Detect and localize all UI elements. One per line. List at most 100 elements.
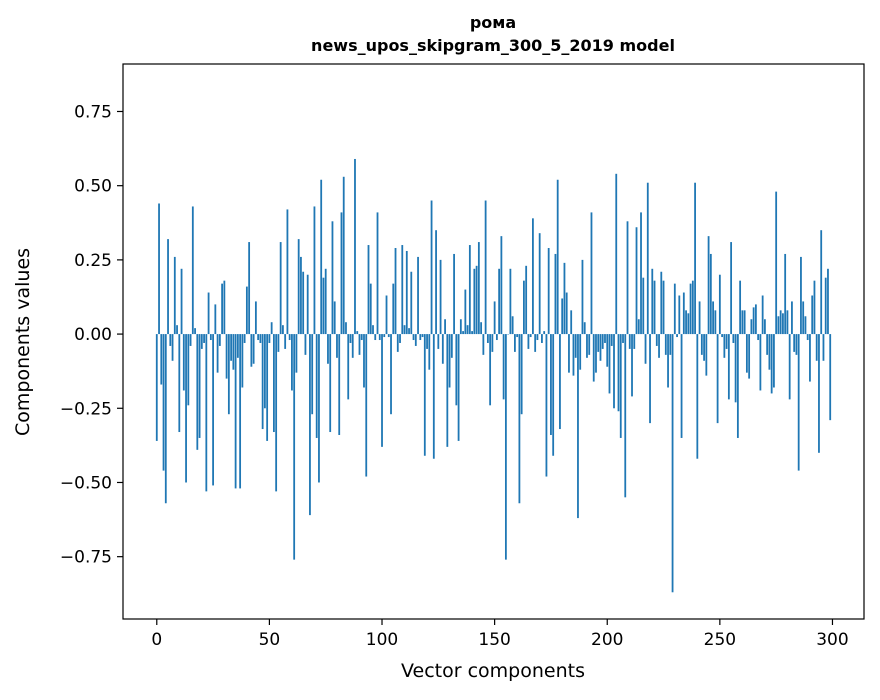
bar-111 (406, 251, 408, 334)
bar-288 (805, 316, 807, 334)
bar-107 (397, 334, 399, 352)
chart-subtitle: news_upos_skipgram_300_5_2019 model (311, 36, 675, 55)
bar-154 (503, 334, 505, 399)
bar-225 (663, 281, 665, 334)
bar-191 (586, 334, 588, 358)
bar-92 (363, 334, 365, 387)
bar-112 (408, 328, 410, 334)
bar-73 (320, 180, 322, 334)
bar-152 (498, 269, 500, 334)
bar-35 (235, 334, 237, 488)
bar-61 (293, 334, 295, 560)
bar-19 (199, 334, 201, 438)
bar-162 (521, 334, 523, 414)
bar-79 (334, 301, 336, 334)
bar-95 (370, 284, 372, 334)
bar-264 (750, 319, 752, 334)
bar-84 (345, 322, 347, 334)
bar-207 (622, 334, 624, 343)
bar-100 (381, 334, 383, 447)
bar-16 (192, 206, 194, 334)
bar-247 (712, 301, 714, 334)
bar-232 (678, 296, 680, 335)
bar-179 (559, 334, 561, 429)
bar-36 (237, 334, 239, 358)
bar-146 (485, 201, 487, 335)
bar-135 (460, 319, 462, 334)
x-axis-label: Vector components (401, 660, 585, 682)
bar-155 (505, 334, 507, 560)
bar-52 (273, 334, 275, 432)
bar-22 (205, 334, 207, 491)
bar-251 (721, 334, 723, 337)
bar-189 (582, 260, 584, 334)
bar-31 (226, 334, 228, 379)
bar-208 (624, 334, 626, 497)
bar-263 (748, 334, 750, 379)
bar-291 (811, 296, 813, 335)
bar-150 (494, 301, 496, 334)
y-axis-label: Components values (12, 248, 34, 436)
bar-165 (528, 334, 530, 349)
bar-186 (575, 334, 577, 358)
bar-78 (332, 221, 334, 334)
bar-86 (350, 334, 352, 343)
bar-116 (417, 257, 419, 334)
bar-243 (703, 334, 705, 361)
bar-197 (600, 334, 602, 361)
bar-29 (221, 284, 223, 334)
bar-98 (377, 212, 379, 334)
bar-28 (219, 334, 221, 346)
bar-216 (642, 278, 644, 334)
bar-123 (433, 334, 435, 459)
bar-81 (338, 334, 340, 435)
bar-0 (156, 334, 158, 441)
bar-87 (352, 334, 354, 358)
bar-108 (399, 334, 401, 343)
bar-43 (253, 334, 255, 364)
bar-164 (525, 266, 527, 334)
bar-226 (665, 334, 667, 355)
bar-33 (230, 334, 232, 361)
bar-101 (383, 334, 385, 337)
bar-255 (730, 242, 732, 334)
bar-37 (239, 334, 241, 488)
bar-96 (372, 325, 374, 334)
bar-158 (512, 316, 514, 334)
y-tick-label: −0.50 (60, 473, 112, 493)
bar-229 (672, 334, 674, 592)
bar-102 (386, 296, 388, 335)
bar-180 (561, 298, 563, 334)
bar-256 (732, 334, 734, 343)
bar-278 (782, 313, 784, 334)
chart-title: рома (470, 13, 516, 32)
bar-239 (694, 183, 696, 334)
bar-41 (248, 242, 250, 334)
bar-60 (291, 334, 293, 390)
bar-46 (259, 334, 261, 343)
bar-185 (573, 334, 575, 376)
bar-99 (379, 334, 381, 340)
bar-202 (611, 334, 613, 346)
bar-297 (825, 278, 827, 334)
bar-236 (687, 313, 689, 334)
x-tick-label: 150 (478, 630, 510, 650)
bar-277 (780, 310, 782, 334)
bar-159 (514, 334, 516, 352)
bar-72 (318, 334, 320, 482)
bar-1 (158, 203, 160, 334)
bar-89 (356, 331, 358, 334)
bar-195 (595, 334, 597, 373)
bar-241 (699, 301, 701, 334)
bar-290 (809, 334, 811, 381)
bar-294 (818, 334, 820, 453)
bar-215 (640, 212, 642, 334)
bar-181 (564, 263, 566, 334)
bar-171 (541, 334, 543, 343)
bar-259 (739, 281, 741, 334)
bar-88 (354, 159, 356, 334)
bar-69 (311, 334, 313, 414)
bar-133 (455, 334, 457, 405)
bar-90 (359, 334, 361, 355)
bar-3 (163, 334, 165, 471)
